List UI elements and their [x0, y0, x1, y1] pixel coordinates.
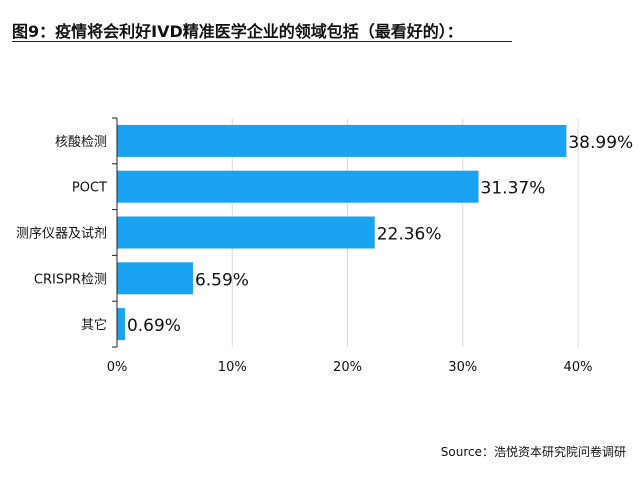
x-tick-label: 40% [564, 360, 593, 375]
category-label: 核酸检测 [55, 135, 107, 150]
x-tick-label: 30% [448, 360, 477, 375]
chart-title: 图9：疫情将会利好IVD精准医学企业的领域包括（最看好的）： [12, 22, 463, 41]
bar [117, 216, 375, 249]
source-text: 浩悦资本研究院问卷调研 [493, 445, 626, 459]
value-label: 0.69% [127, 316, 181, 336]
bar [117, 262, 193, 295]
bar [117, 124, 567, 157]
category-label: 测序仪器及试剂 [16, 227, 107, 242]
source-note: Source：浩悦资本研究院问卷调研 [441, 443, 626, 460]
labels: 0% 10% 20% 30% 40% 核酸检测 38.99% POCT 31.37% 测序仪器及试… [16, 133, 633, 375]
bar [117, 308, 125, 341]
source-label: Source： [440, 445, 494, 459]
bar [117, 170, 479, 203]
value-label: 38.99% [568, 133, 633, 153]
axes [112, 117, 118, 348]
x-tick-label: 20% [333, 360, 362, 375]
x-tick-label: 10% [218, 360, 247, 375]
value-label: 22.36% [377, 225, 442, 245]
x-tick-label: 0% [107, 360, 128, 375]
category-label: CRISPR检测 [34, 272, 107, 287]
title-underline [12, 41, 512, 42]
category-label: POCT [72, 181, 107, 196]
bars [117, 124, 567, 341]
value-label: 31.37% [481, 179, 546, 199]
value-label: 6.59% [195, 270, 249, 290]
category-label: 其它 [81, 317, 107, 333]
